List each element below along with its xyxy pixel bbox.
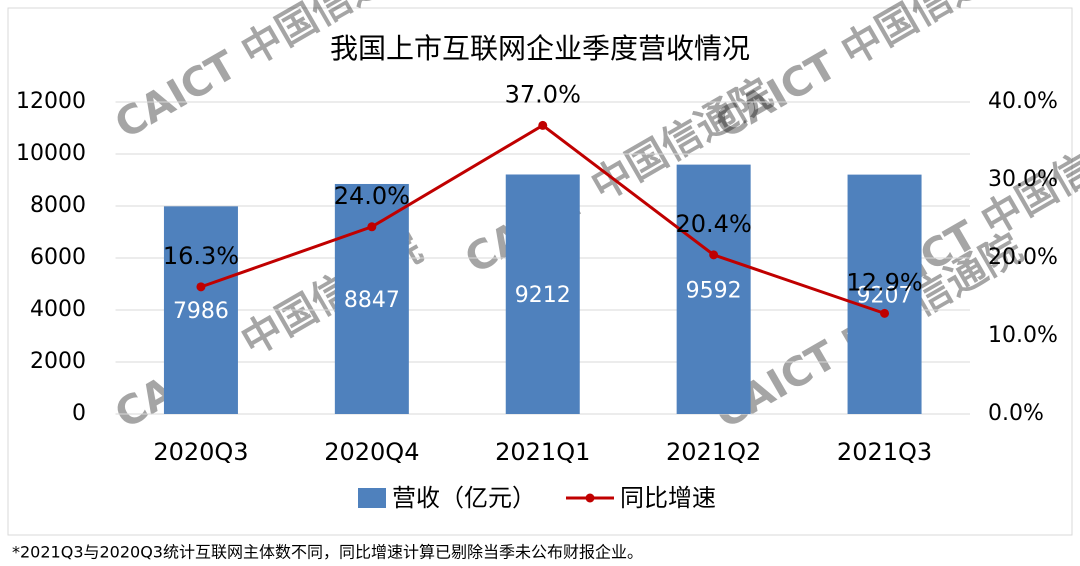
bar xyxy=(163,206,238,414)
y2-tick-label: 40.0% xyxy=(988,89,1058,114)
bar-value-label: 7986 xyxy=(173,299,229,324)
x-tick-label: 2021Q3 xyxy=(837,438,932,466)
footnote: *2021Q3与2020Q3统计互联网主体数不同，同比增速计算已剔除当季未公布财… xyxy=(12,543,643,562)
line-value-label: 16.3% xyxy=(163,242,239,270)
x-tick-label: 2020Q3 xyxy=(153,438,248,466)
y-tick-label: 8000 xyxy=(30,193,86,218)
line-value-label: 20.4% xyxy=(676,210,752,238)
x-tick-label: 2020Q4 xyxy=(324,438,419,466)
line-point xyxy=(880,308,890,318)
x-tick-label: 2021Q1 xyxy=(495,438,590,466)
legend-label: 同比增速 xyxy=(620,484,716,512)
bar xyxy=(676,164,751,414)
bar-value-label: 9207 xyxy=(857,283,913,308)
bar-value-label: 9592 xyxy=(686,278,742,303)
y-tick-label: 2000 xyxy=(30,349,86,374)
line-value-label: 37.0% xyxy=(505,80,581,108)
y-tick-label: 0 xyxy=(72,401,86,426)
bar xyxy=(847,174,922,414)
bar xyxy=(505,174,580,414)
line-point xyxy=(367,222,377,232)
line-point xyxy=(196,282,206,292)
legend-swatch-dot xyxy=(585,493,595,503)
line-point xyxy=(538,120,548,130)
y-tick-label: 4000 xyxy=(30,297,86,322)
x-tick-label: 2021Q2 xyxy=(666,438,761,466)
line-value-label: 12.9% xyxy=(846,268,922,296)
chart-title: 我国上市互联网企业季度营收情况 xyxy=(330,32,750,65)
y2-tick-label: 0.0% xyxy=(988,401,1044,426)
y2-tick-label: 20.0% xyxy=(988,245,1058,270)
y2-tick-label: 10.0% xyxy=(988,323,1058,348)
legend-label: 营收（亿元） xyxy=(392,484,536,512)
y-tick-label: 10000 xyxy=(16,141,86,166)
y-tick-label: 6000 xyxy=(30,245,86,270)
line-point xyxy=(709,250,719,260)
legend-swatch xyxy=(358,488,386,508)
y-tick-label: 12000 xyxy=(16,89,86,114)
y2-tick-label: 30.0% xyxy=(988,167,1058,192)
bar-value-label: 9212 xyxy=(515,283,571,308)
line-value-label: 24.0% xyxy=(334,182,410,210)
bar-value-label: 8847 xyxy=(344,288,400,313)
